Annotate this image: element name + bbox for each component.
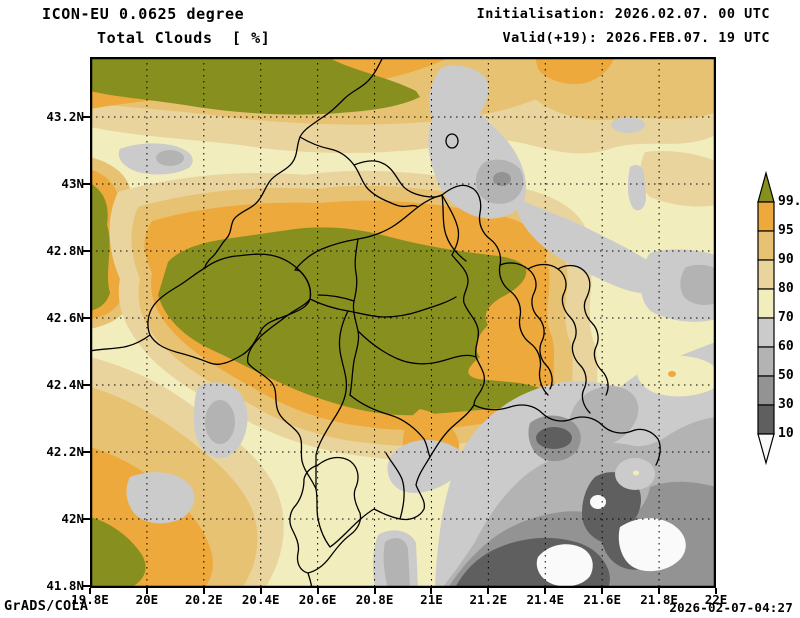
valid-time-label: Valid(+19): 2026.FEB.07. 19 UTC — [502, 30, 770, 46]
x-tick-mark — [145, 588, 148, 594]
x-tick-mark — [487, 588, 490, 594]
x-tick-mark — [259, 588, 262, 594]
x-tick-label: 21E — [420, 592, 443, 607]
colorbar-tick-label: 80 — [778, 281, 794, 296]
x-tick-label: 21.4E — [526, 592, 565, 607]
x-tick-mark — [430, 588, 433, 594]
variable-title: Total Clouds [ %] — [97, 29, 271, 47]
colorbar-tick-label: 99.5 — [778, 194, 800, 209]
colorbar-tick-label: 50 — [778, 368, 794, 383]
x-tick-mark — [658, 588, 661, 594]
y-tick-label: 42N — [61, 511, 84, 526]
x-tick-mark — [202, 588, 205, 594]
x-tick-mark — [544, 588, 547, 594]
map-plot-area — [90, 57, 716, 588]
y-tick-mark — [83, 116, 90, 118]
y-tick-label: 43.2N — [46, 109, 84, 124]
y-tick-mark — [83, 183, 90, 185]
colorbar-segment — [757, 201, 775, 232]
x-tick-mark — [601, 588, 604, 594]
x-tick-label: 20E — [135, 592, 159, 607]
y-tick-mark — [83, 250, 90, 252]
map-frame — [90, 57, 716, 588]
colorbar-tick-label: 70 — [778, 310, 794, 325]
x-tick-label: 21.2E — [469, 592, 508, 607]
colorbar-segment — [757, 230, 775, 261]
country-borders — [90, 57, 661, 588]
colorbar-arrow-bottom — [757, 433, 775, 466]
lat-lon-grid — [90, 57, 716, 588]
colorbar-segment — [757, 375, 775, 406]
y-tick-mark — [83, 518, 90, 520]
colorbar-arrow-top — [757, 170, 775, 203]
cloud-field — [90, 57, 716, 588]
x-tick-label: 21.6E — [583, 592, 621, 607]
colorbar-segment — [757, 259, 775, 290]
cloud-cover-colorbar — [757, 170, 775, 466]
x-tick-mark — [373, 588, 376, 594]
y-tick-label: 42.4N — [46, 377, 84, 392]
y-tick-label: 41.8N — [46, 578, 84, 593]
cloud-cover-map — [90, 57, 716, 588]
x-tick-mark — [714, 588, 717, 594]
y-tick-mark — [83, 384, 90, 386]
colorbar-tick-label: 95 — [778, 223, 794, 238]
y-tick-label: 43N — [61, 176, 84, 191]
y-tick-label: 42.6N — [46, 310, 84, 325]
x-tick-label: 20.2E — [184, 592, 223, 607]
x-tick-label: 19.8E — [71, 592, 109, 607]
x-tick-label: 20.8E — [355, 592, 394, 607]
y-tick-label: 42.2N — [46, 444, 84, 459]
y-tick-mark — [83, 585, 90, 587]
x-tick-label: 21.8E — [640, 592, 678, 607]
page-title: ICON-EU 0.0625 degree — [42, 5, 245, 23]
colorbar-tick-label: 90 — [778, 252, 794, 267]
colorbar-segment — [757, 317, 775, 348]
generation-timestamp: 2026-02-07-04:27 — [669, 600, 793, 615]
colorbar-tick-label: 30 — [778, 397, 794, 412]
y-tick-mark — [83, 317, 90, 319]
x-tick-mark — [316, 588, 319, 594]
x-tick-mark — [89, 588, 91, 594]
colorbar-segment — [757, 404, 775, 435]
x-tick-label: 22E — [704, 592, 728, 607]
x-tick-label: 20.4E — [241, 592, 280, 607]
grads-credit: GrADS/COLA — [4, 598, 89, 614]
x-tick-label: 20.6E — [298, 592, 337, 607]
colorbar-segment — [757, 346, 775, 377]
initialisation-label: Initialisation: 2026.02.07. 00 UTC — [476, 6, 770, 22]
colorbar-tick-label: 60 — [778, 339, 794, 354]
colorbar-tick-label: 10 — [778, 426, 794, 441]
colorbar-segment — [757, 288, 775, 319]
y-tick-label: 42.8N — [46, 243, 84, 258]
y-tick-mark — [83, 451, 90, 453]
